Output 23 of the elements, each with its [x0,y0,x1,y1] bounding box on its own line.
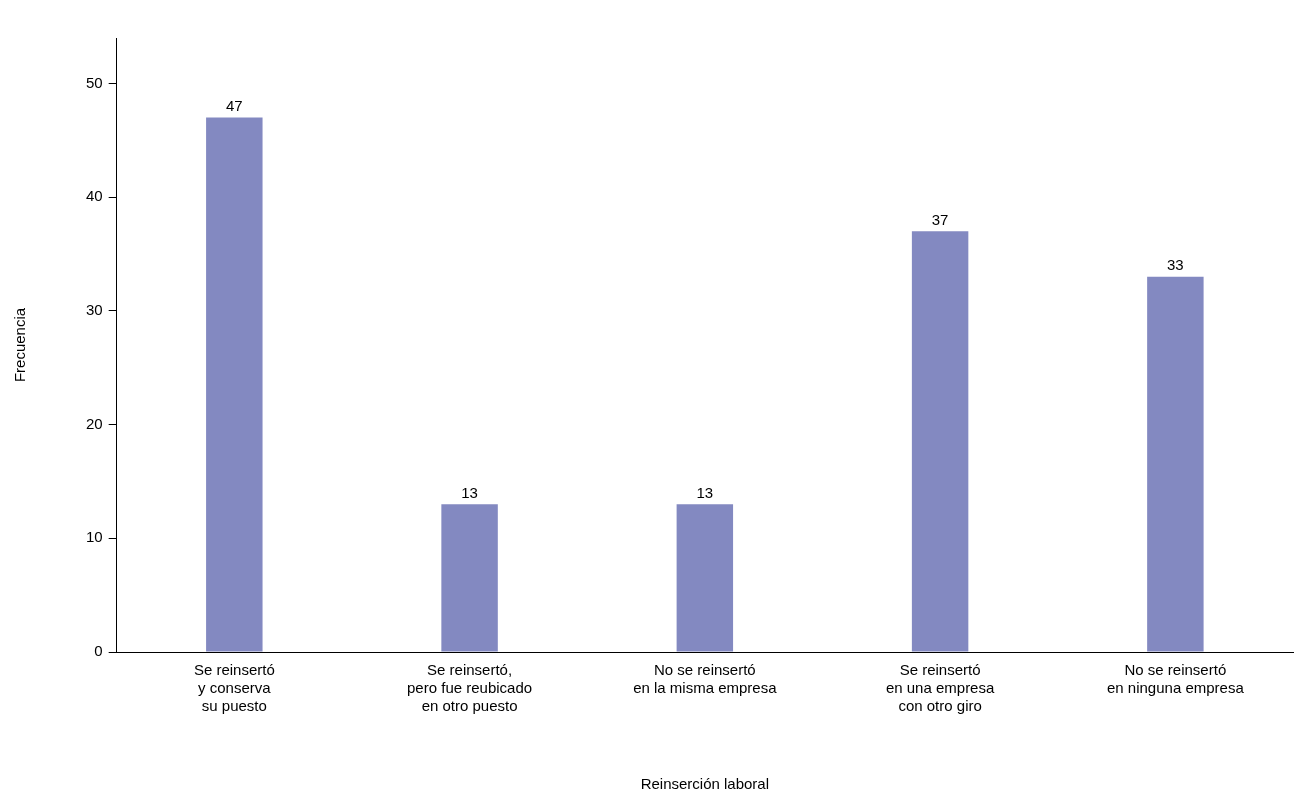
y-tick-label: 40 [86,187,103,205]
y-tick-label: 20 [86,414,103,432]
y-tick-label: 50 [86,73,103,91]
y-tick-label: 30 [86,301,103,319]
bar [676,504,734,652]
data-label: 37 [931,210,949,228]
data-label: 13 [696,483,714,501]
x-tick-label: No se reinsertó en ninguna empresa [1106,661,1245,697]
x-tick-label: Se reinsertó y conserva su puesto [193,661,275,715]
data-label: 33 [1167,256,1184,274]
y-tick-label: 10 [86,528,103,546]
bar [1147,276,1204,652]
x-tick-label: Se reinsertó, pero fue reubicado en otro puesto [407,661,533,715]
x-axis-title: Reinserción laboral [640,775,770,793]
x-tick-label: Se reinsertó en una empresa con otro giro [885,661,995,715]
y-axis-title: Frecuencia [11,307,29,383]
data-label: 13 [461,483,478,501]
bar [911,231,969,652]
x-tick-label: No se reinsertó en la misma empresa [633,661,778,697]
y-tick-label: 0 [94,642,103,660]
data-label: 47 [225,97,243,115]
bar [206,117,263,652]
bar [441,504,498,652]
